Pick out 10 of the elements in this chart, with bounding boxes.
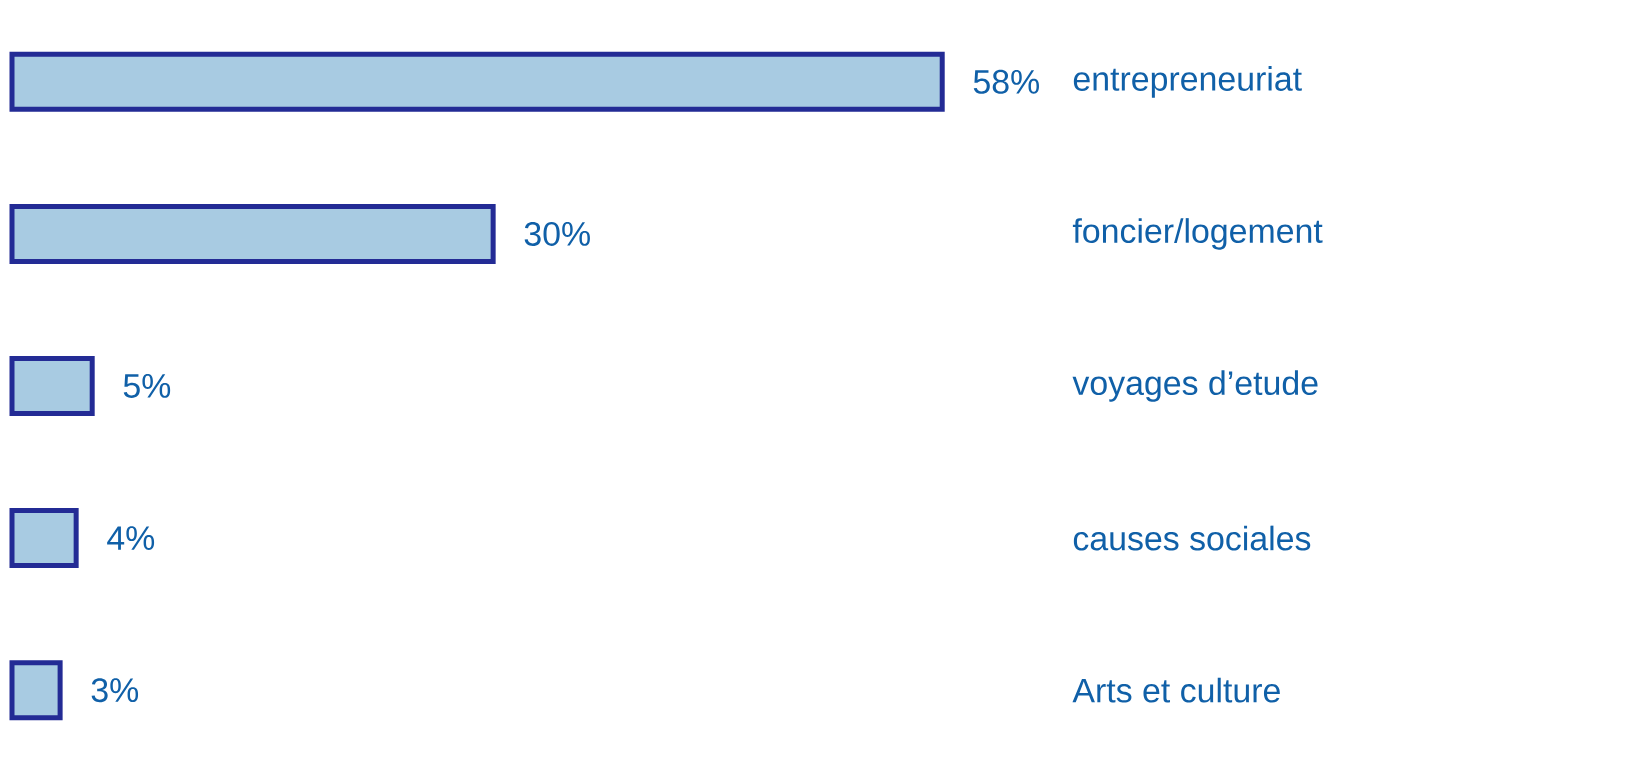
y-tick-label: causes sociales — [1073, 525, 1311, 551]
y-tick-label: foncier/logement — [1072, 218, 1323, 250]
data-label: 30% — [524, 221, 590, 246]
y-tick-label: voyages d’etude — [1072, 370, 1318, 402]
data-label: 58% — [973, 69, 1039, 94]
data-label: 3% — [91, 678, 139, 703]
y-tick-label: entrepreneuriat — [1073, 66, 1302, 98]
data-label: 5% — [123, 374, 171, 398]
data-label: 4% — [107, 526, 155, 550]
y-tick-label: Arts et culture — [1072, 677, 1280, 703]
